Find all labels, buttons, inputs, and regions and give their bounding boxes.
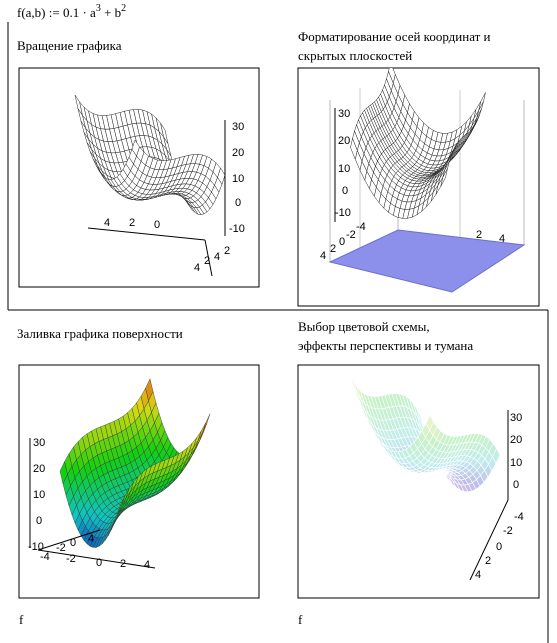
tick-label: 0: [154, 219, 160, 231]
tick-label: 0: [70, 537, 76, 549]
caption: эффекты перспективы и тумана: [298, 338, 473, 353]
caption: Заливка графика поверхности: [17, 326, 183, 341]
tick-label: 0: [496, 541, 502, 553]
tick-label: 4: [144, 559, 150, 571]
footer: f: [298, 612, 303, 627]
surface-plot: [349, 374, 501, 493]
tick-label: -10: [28, 541, 44, 553]
axes: [29, 108, 509, 581]
tick-label: 10: [33, 489, 45, 501]
tick-label: 20: [232, 147, 244, 159]
tick-label: 4: [88, 533, 94, 545]
tick-label: 2: [476, 229, 482, 241]
caption: Вращение графика: [17, 38, 122, 53]
tick-label: 10: [338, 163, 350, 175]
tick-label: 2: [224, 245, 230, 257]
tick-label: 4: [499, 233, 505, 245]
surface-cell: [131, 139, 140, 157]
tick-label: 4: [214, 251, 220, 263]
surface-plot: [74, 94, 226, 215]
tick-label: 20: [33, 463, 45, 475]
tick-label: 30: [232, 121, 244, 133]
tick-label: -2: [346, 229, 356, 241]
tick-label: -10: [335, 207, 351, 219]
tick-label: 30: [338, 108, 350, 120]
tick-label: 0: [235, 197, 241, 209]
tick-label: 2: [485, 555, 491, 567]
tick-label: 4: [194, 262, 200, 274]
tick-label: 2: [204, 255, 210, 267]
tick-label: 30: [33, 437, 45, 449]
tick-label: -2: [56, 542, 66, 554]
caption: Форматирование осей координат и: [298, 29, 491, 44]
tick-label: -4: [356, 221, 366, 233]
tick-label: -4: [514, 511, 524, 523]
tick-label: 2: [330, 243, 336, 255]
tick-label: 2: [120, 558, 126, 570]
plot-frame: [297, 364, 540, 599]
tick-label: -4: [40, 551, 50, 563]
tick-label: -2: [66, 553, 76, 565]
tick-label: 0: [339, 236, 345, 248]
tick-label: 10: [510, 457, 522, 469]
tick-label: 4: [475, 569, 481, 581]
surface-plot: [59, 378, 211, 548]
tick-label: 30: [510, 412, 522, 424]
tick-label: -10: [229, 223, 245, 235]
caption: скрытых плоскостей: [298, 48, 412, 63]
surface-cell: [440, 168, 448, 187]
tick-label: -2: [503, 525, 513, 537]
tick-label: 4: [320, 250, 326, 262]
tick-label: 0: [513, 479, 519, 491]
tick-label: 0: [342, 185, 348, 197]
surface-plot: [350, 68, 486, 219]
tick-label: 4: [104, 217, 110, 229]
caption: Выбор цветовой схемы,: [298, 319, 430, 334]
tick-label: 0: [36, 515, 42, 527]
tick-label: 10: [232, 173, 244, 185]
surface-cell: [116, 496, 125, 516]
footer: f: [19, 612, 24, 627]
tick-label: 20: [510, 434, 522, 446]
formula: f(a,b) := 0.1 · a3 + b2: [17, 3, 126, 20]
surface-cell: [425, 414, 434, 431]
tick-label: 20: [338, 135, 350, 147]
tick-label: 2: [129, 217, 135, 229]
tick-label: 0: [96, 557, 102, 569]
